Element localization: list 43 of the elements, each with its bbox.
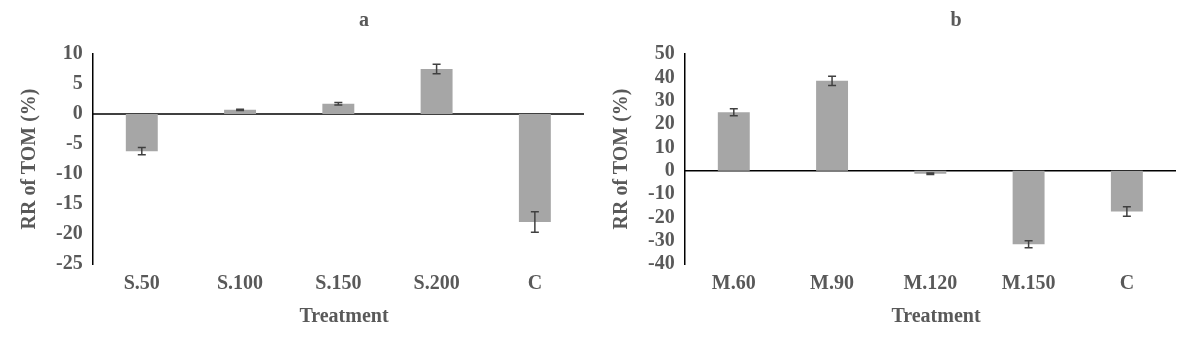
x-tick-label: M.90 — [810, 271, 855, 294]
y-tick-label: -25 — [55, 251, 83, 274]
y-tick-label: 0 — [72, 101, 83, 124]
x-tick-label: M.120 — [903, 271, 958, 294]
chart-title: b — [949, 8, 962, 32]
bar — [518, 114, 551, 222]
x-tick-label: M.150 — [1001, 271, 1056, 294]
y-tick-label: -30 — [647, 227, 675, 250]
x-tick-label: C — [1119, 271, 1135, 294]
y-tick-label: -10 — [55, 161, 83, 184]
y-tick-label: -10 — [647, 181, 675, 204]
x-tick-label: S.50 — [123, 271, 160, 294]
y-tick-label: 10 — [62, 41, 83, 64]
bar — [224, 109, 257, 114]
y-tick-label: 50 — [654, 41, 675, 64]
y-tick-label: -20 — [647, 204, 675, 227]
bar — [322, 103, 355, 114]
bar — [1012, 170, 1045, 245]
y-axis-title: RR of TOM (%) — [609, 88, 633, 230]
y-tick-label: 10 — [654, 134, 675, 157]
y-tick-label: -15 — [55, 191, 83, 214]
x-tick-label: C — [527, 271, 543, 294]
chart-title: a — [358, 8, 369, 32]
x-tick-label: S.100 — [217, 271, 264, 294]
y-tick-label: 40 — [654, 64, 675, 87]
bar — [717, 112, 750, 171]
x-tick-label: S.150 — [315, 271, 362, 294]
y-axis-title: RR of TOM (%) — [17, 88, 41, 230]
x-axis-title: Treatment — [890, 304, 981, 327]
y-tick-label: 30 — [654, 87, 675, 110]
y-tick-label: -20 — [55, 221, 83, 244]
bar — [1110, 170, 1143, 212]
bar — [420, 69, 453, 114]
y-tick-label: 0 — [664, 157, 675, 180]
bar — [816, 80, 849, 171]
y-tick-label: 5 — [72, 71, 83, 94]
bar — [125, 114, 158, 152]
y-tick-label: 20 — [654, 111, 675, 134]
x-tick-label: M.60 — [711, 271, 756, 294]
y-tick-label: -40 — [647, 251, 675, 274]
y-tick-label: -5 — [65, 131, 83, 154]
x-tick-label: S.200 — [413, 271, 460, 294]
x-axis-title: Treatment — [298, 304, 389, 327]
